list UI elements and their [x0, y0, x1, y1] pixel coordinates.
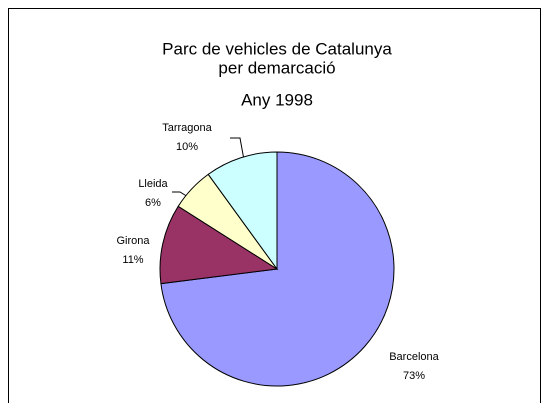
slice-label: Tarragona — [162, 122, 212, 134]
slice-label: Barcelona — [389, 351, 439, 363]
pie-slice — [207, 151, 278, 271]
leader-line — [230, 137, 245, 161]
chart-title: Parc de vehicles de Catalunya — [162, 39, 392, 58]
value-label: 11% — [122, 254, 143, 266]
value-label: 73% — [403, 370, 425, 382]
value-label: 6% — [145, 197, 161, 209]
slice-label: Girona — [116, 235, 150, 247]
pie-slice — [159, 205, 279, 285]
chart-title: per demarcació — [218, 58, 335, 77]
value-label: 10% — [176, 141, 198, 153]
slice-label: Lleida — [138, 178, 168, 190]
chart-title: Any 1998 — [241, 90, 313, 109]
